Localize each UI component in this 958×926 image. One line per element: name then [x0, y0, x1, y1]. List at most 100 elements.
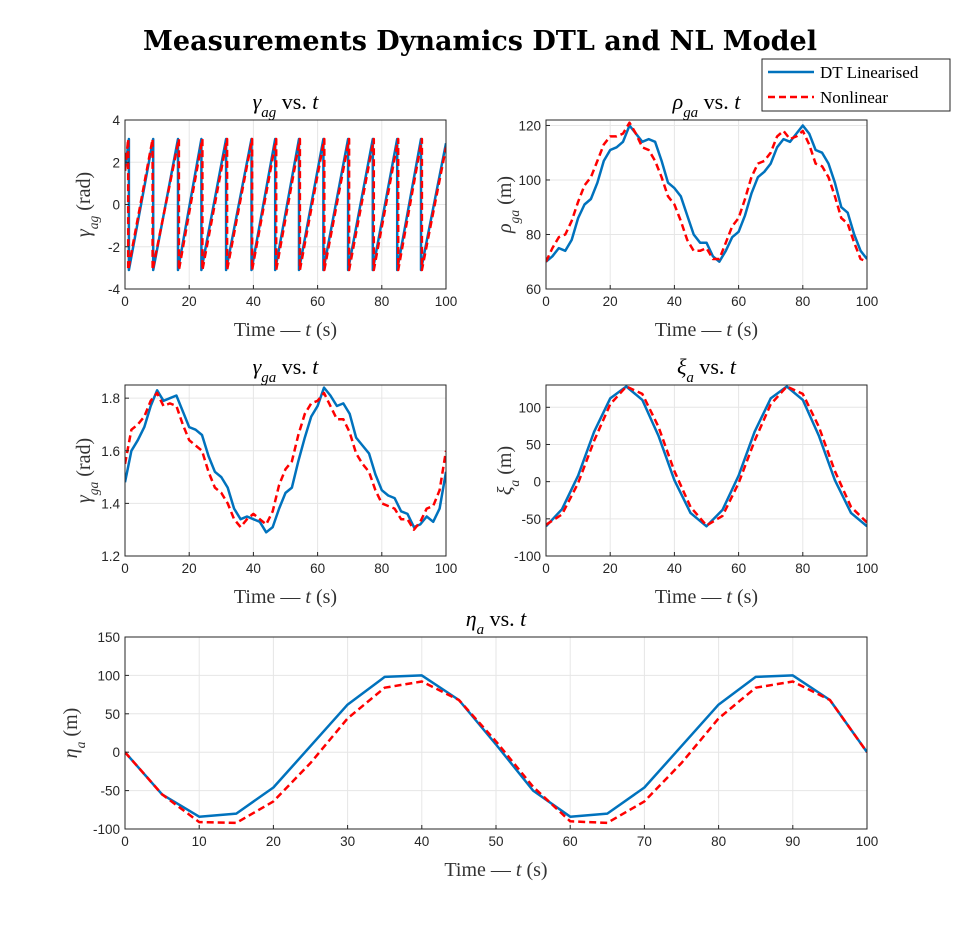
- subplot-rho-ga: 0 20 40 60 80 100 60 80 100 120 ρga vs. t Time — t …: [494, 89, 878, 341]
- y-tick-label: 60: [526, 282, 541, 297]
- x-tick-label: 100: [856, 834, 879, 849]
- y-tick-label: 1.4: [101, 496, 120, 511]
- series-line-nonlinear: [125, 137, 446, 272]
- y-tick-label: 2: [112, 155, 120, 170]
- y-tick-label: 100: [518, 400, 541, 415]
- series-line-dt-linearised: [125, 674, 867, 818]
- x-tick-label: 80: [795, 294, 810, 309]
- axes-frame: [545, 384, 868, 557]
- x-tick-label: 0: [121, 561, 129, 576]
- x-tick-label: 20: [603, 294, 618, 309]
- y-tick-label: 4: [112, 113, 120, 128]
- x-axis-label: Time — t (s): [234, 586, 337, 608]
- series-line-dt-linearised: [125, 386, 446, 534]
- series-line-nonlinear: [546, 121, 867, 263]
- subplot-title: ρga vs. t: [672, 89, 742, 121]
- x-tick-label: 40: [414, 834, 429, 849]
- subplot-xi-a: 0 20 40 60 80 100 -100 -50 0 50 100 ξa vs. t Time — …: [494, 354, 878, 608]
- x-axis-label: Time — t (s): [655, 319, 758, 341]
- x-tick-label: 30: [340, 834, 355, 849]
- x-tick-label: 80: [374, 294, 389, 309]
- x-tick-label: 40: [246, 561, 261, 576]
- x-tick-label: 60: [731, 294, 746, 309]
- subplot-title: ξa vs. t: [677, 354, 737, 386]
- x-tick-label: 50: [488, 834, 503, 849]
- subplot-title: γag vs. t: [253, 89, 320, 121]
- series-line-dt-linearised: [546, 124, 867, 263]
- series-line-nonlinear: [125, 680, 867, 825]
- x-tick-label: 100: [856, 561, 879, 576]
- y-tick-label: 50: [105, 707, 120, 722]
- y-tick-label: 80: [526, 227, 541, 242]
- x-tick-label: 90: [785, 834, 800, 849]
- figure-title: Measurements Dynamics DTL and NL Model: [143, 26, 817, 57]
- plot-area: [546, 120, 867, 289]
- x-tick-label: 60: [310, 294, 325, 309]
- legend: DT Linearised Nonlinear: [761, 58, 951, 112]
- x-tick-label: 70: [637, 834, 652, 849]
- y-tick-label: -50: [100, 784, 120, 799]
- legend-box: [761, 58, 951, 112]
- y-tick-label: 1.6: [101, 444, 120, 459]
- x-tick-label: 80: [374, 561, 389, 576]
- subplot-gamma-ga: 0 20 40 60 80 100 1.2 1.4 1.6 1.8 γga vs. t Time — …: [73, 354, 457, 608]
- subplot-title: ηa vs. t: [466, 606, 527, 638]
- y-tick-label: 120: [518, 118, 541, 133]
- y-axis-label: γag (rad): [73, 172, 101, 237]
- y-axis-label: ρga (m): [494, 176, 522, 234]
- x-tick-label: 80: [711, 834, 726, 849]
- legend-label-dtl: DT Linearised: [820, 63, 919, 82]
- x-axis-label: Time — t (s): [444, 859, 547, 881]
- series-line-nonlinear: [125, 391, 446, 531]
- x-tick-label: 20: [182, 294, 197, 309]
- legend-label-nl: Nonlinear: [820, 88, 888, 107]
- subplot-eta-a: 0 10 20 30 40 50 60 70 80 90 100 -100 -50 0 50 100 150 ηa…: [60, 606, 878, 881]
- axes-frame: [124, 384, 447, 557]
- y-axis-label: ξa (m): [494, 446, 522, 495]
- y-tick-label: -100: [93, 822, 120, 837]
- x-axis-label: Time — t (s): [234, 319, 337, 341]
- x-tick-label: 0: [121, 294, 129, 309]
- y-tick-label: 100: [518, 173, 541, 188]
- series-line-nonlinear: [546, 385, 867, 527]
- y-tick-label: 150: [97, 630, 120, 645]
- y-tick-label: 1.8: [101, 391, 120, 406]
- x-axis-label: Time — t (s): [655, 586, 758, 608]
- subplot-gamma-ag: 0 20 40 60 80 100 -4 -2 0 2 4 γag vs. t Time — t (s)…: [73, 89, 457, 341]
- x-tick-label: 60: [563, 834, 578, 849]
- y-axis-label: γga (rad): [73, 438, 101, 503]
- x-tick-label: 100: [856, 294, 879, 309]
- x-tick-label: 10: [192, 834, 207, 849]
- plot-area: [546, 385, 867, 556]
- y-tick-label: 0: [112, 745, 120, 760]
- y-tick-label: -50: [521, 512, 541, 527]
- y-tick-label: 1.2: [101, 549, 120, 564]
- x-tick-label: 20: [266, 834, 281, 849]
- x-tick-label: 60: [731, 561, 746, 576]
- x-tick-label: 20: [603, 561, 618, 576]
- x-tick-label: 40: [667, 294, 682, 309]
- y-tick-label: -2: [108, 240, 120, 255]
- y-tick-label: 0: [533, 475, 541, 490]
- x-tick-label: 40: [667, 561, 682, 576]
- x-tick-label: 100: [435, 294, 458, 309]
- y-tick-label: -4: [108, 282, 120, 297]
- x-tick-label: 80: [795, 561, 810, 576]
- x-tick-label: 0: [542, 294, 550, 309]
- axes-frame: [545, 119, 868, 290]
- y-tick-label: 0: [112, 198, 120, 213]
- x-tick-label: 0: [542, 561, 550, 576]
- x-tick-label: 100: [435, 561, 458, 576]
- y-tick-label: -100: [514, 549, 541, 564]
- x-tick-label: 20: [182, 561, 197, 576]
- x-tick-label: 40: [246, 294, 261, 309]
- series-line-dt-linearised: [546, 385, 867, 528]
- y-tick-label: 50: [526, 437, 541, 452]
- x-tick-label: 0: [121, 834, 129, 849]
- y-tick-label: 100: [97, 668, 120, 683]
- subplot-title: γga vs. t: [253, 354, 320, 386]
- x-tick-label: 60: [310, 561, 325, 576]
- y-axis-label: ηa (m): [60, 708, 88, 759]
